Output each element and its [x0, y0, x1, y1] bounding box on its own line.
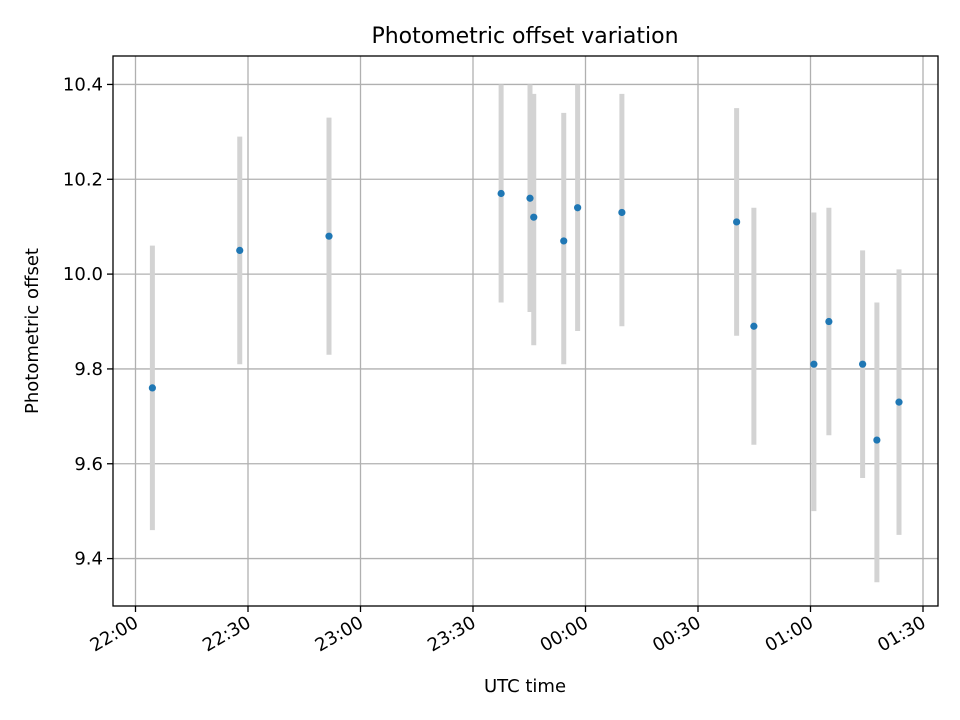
y-axis-label: Photometric offset	[22, 248, 43, 414]
y-tick-label: 9.8	[74, 359, 103, 380]
plot-frame	[112, 55, 939, 607]
data-point	[497, 189, 505, 198]
y-tick-label: 10.2	[63, 169, 103, 190]
data-point	[574, 204, 582, 212]
data-point	[810, 360, 818, 368]
y-tick-label: 9.4	[74, 549, 103, 570]
y-axis-ticks: 9.4 9.6 9.8 10.0 10.2 10.4	[63, 74, 113, 570]
data-point	[895, 398, 903, 406]
data-point	[859, 360, 867, 368]
data-point	[325, 232, 333, 240]
chart-title: Photometric offset variation	[371, 24, 678, 49]
data-point	[873, 436, 881, 444]
y-tick-label: 9.6	[74, 454, 103, 475]
y-tick-label: 10.4	[63, 74, 103, 95]
data-point	[825, 317, 833, 326]
y-tick-label: 10.0	[63, 264, 103, 285]
data-point	[733, 218, 741, 226]
x-axis-label: UTC time	[484, 676, 566, 697]
data-point	[530, 213, 538, 221]
grid-lines	[113, 56, 938, 606]
data-point	[618, 208, 626, 217]
data-point	[750, 322, 758, 330]
data-point	[560, 237, 568, 245]
data-point	[236, 246, 244, 254]
data-points	[148, 189, 903, 444]
data-point	[148, 384, 156, 392]
data-point	[526, 194, 534, 202]
